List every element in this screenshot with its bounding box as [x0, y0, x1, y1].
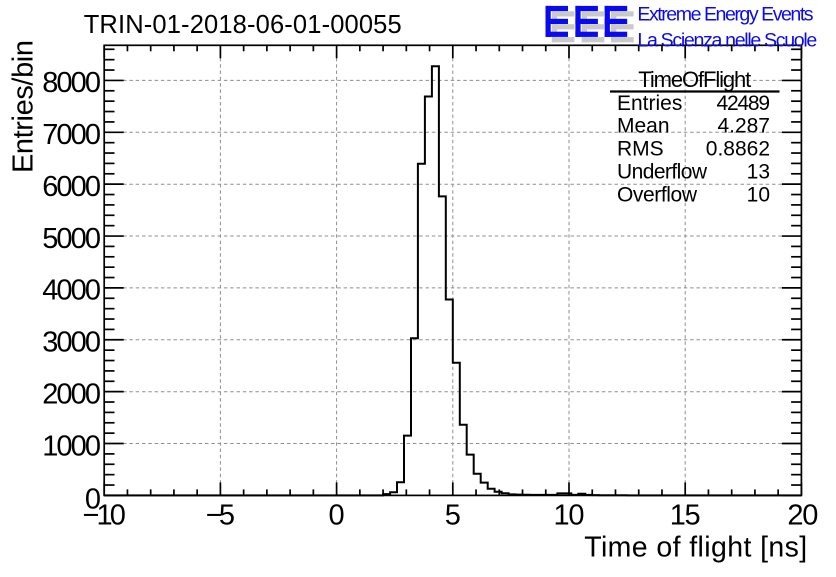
svg-text:0: 0: [85, 483, 101, 515]
svg-text:2000: 2000: [42, 379, 101, 411]
svg-text:0: 0: [329, 500, 345, 532]
svg-text:Entries: Entries: [617, 92, 682, 115]
svg-text:8000: 8000: [42, 67, 101, 99]
svg-text:3000: 3000: [42, 327, 101, 359]
svg-text:Underflow: Underflow: [617, 161, 708, 184]
svg-text:Entries/bin: Entries/bin: [7, 40, 39, 173]
svg-text:13: 13: [747, 161, 770, 184]
svg-text:TRIN-01-2018-06-01-00055: TRIN-01-2018-06-01-00055: [84, 11, 402, 39]
svg-text:6000: 6000: [42, 171, 101, 203]
svg-text:4000: 4000: [42, 275, 101, 307]
svg-text:RMS: RMS: [617, 138, 664, 161]
svg-text:5000: 5000: [42, 223, 101, 255]
svg-text:1000: 1000: [42, 430, 101, 462]
svg-text:20: 20: [787, 500, 818, 532]
svg-text:15: 15: [670, 500, 701, 532]
svg-text:Overflow: Overflow: [617, 183, 698, 206]
svg-text:10: 10: [747, 183, 770, 206]
svg-text:5: 5: [445, 500, 461, 532]
svg-text:7000: 7000: [42, 119, 101, 151]
svg-text:−5: −5: [206, 500, 235, 532]
svg-text:4.287: 4.287: [717, 115, 770, 138]
svg-text:−10: −10: [82, 500, 126, 532]
svg-text:0.8862: 0.8862: [706, 138, 770, 161]
svg-text:Mean: Mean: [617, 115, 670, 138]
svg-text:Time of flight [ns]: Time of flight [ns]: [584, 532, 807, 564]
svg-text:Extreme Energy Events: Extreme Energy Events: [637, 4, 813, 26]
svg-text:42489: 42489: [717, 92, 771, 115]
svg-text:TimeOfFlight: TimeOfFlight: [638, 67, 751, 92]
svg-text:10: 10: [554, 500, 585, 532]
svg-text:La Scienza nelle Scuole: La Scienza nelle Scuole: [637, 30, 817, 52]
